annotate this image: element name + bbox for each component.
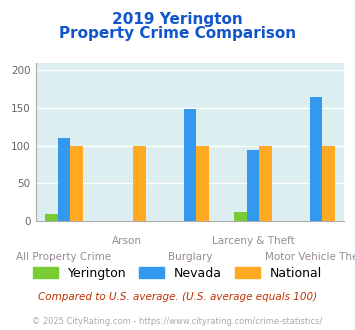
Bar: [234, 212, 247, 221]
Text: Larceny & Theft: Larceny & Theft: [212, 236, 294, 246]
Bar: [184, 109, 196, 221]
Bar: [310, 97, 322, 221]
Bar: [259, 146, 272, 221]
Text: All Property Crime: All Property Crime: [16, 252, 111, 262]
Bar: [322, 146, 335, 221]
Text: 2019 Yerington: 2019 Yerington: [112, 12, 243, 26]
Legend: Yerington, Nevada, National: Yerington, Nevada, National: [28, 262, 327, 285]
Bar: [45, 214, 58, 221]
Text: Arson: Arson: [112, 236, 142, 246]
Text: Property Crime Comparison: Property Crime Comparison: [59, 26, 296, 41]
Bar: [196, 146, 209, 221]
Text: Burglary: Burglary: [168, 252, 212, 262]
Text: Compared to U.S. average. (U.S. average equals 100): Compared to U.S. average. (U.S. average …: [38, 292, 317, 302]
Bar: [247, 150, 259, 221]
Bar: [58, 138, 70, 221]
Text: © 2025 CityRating.com - https://www.cityrating.com/crime-statistics/: © 2025 CityRating.com - https://www.city…: [32, 317, 323, 326]
Bar: [70, 146, 83, 221]
Bar: [133, 146, 146, 221]
Text: Motor Vehicle Theft: Motor Vehicle Theft: [266, 252, 355, 262]
